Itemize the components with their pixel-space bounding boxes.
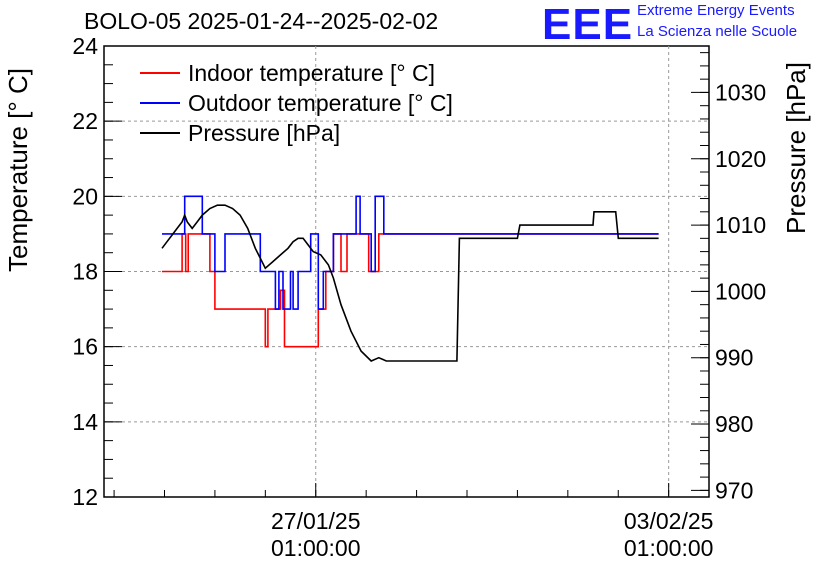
y-tick-label: 22: [72, 108, 98, 134]
x-tick-label-date: 27/01/25: [271, 508, 361, 534]
legend-label-1: Indoor temperature [° C]: [188, 60, 435, 86]
legend-label-2: Outdoor temperature [° C]: [188, 90, 453, 116]
x-tick-label-time: 01:00:00: [624, 535, 714, 561]
y2-tick-label: 1030: [715, 79, 766, 105]
legend-label-3: Pressure [hPa]: [188, 120, 340, 146]
y-axis-label: Temperature [° C]: [3, 68, 33, 272]
tick-labels: 12 14 16 18 20 22 24 970 980 990 1000 1010 1020 1030 2…: [72, 33, 766, 561]
y2-tick-label: 980: [715, 411, 753, 437]
y-tick-label: 18: [72, 259, 98, 285]
logo-subtitle-line1: Extreme Energy Events: [637, 2, 795, 19]
logo-subtitle-line2: La Scienza nelle Scuole: [637, 23, 798, 40]
y-tick-label: 12: [72, 484, 98, 510]
series-lines: [161, 195, 659, 362]
series-line-3: [161, 204, 659, 362]
chart-title: BOLO-05 2025-01-24--2025-02-02: [84, 8, 439, 34]
x-tick-label-date: 03/02/25: [624, 508, 714, 534]
y2-tick-label: 970: [715, 477, 753, 503]
y-tick-label: 16: [72, 334, 98, 360]
y-tick-label: 14: [72, 409, 98, 435]
x-tick-label-time: 01:00:00: [271, 535, 361, 561]
y2-tick-label: 1010: [715, 212, 766, 238]
eee-logo: EEE: [542, 0, 634, 49]
series-line-2: [162, 195, 659, 310]
y-tick-label: 20: [72, 183, 98, 209]
axis-ticks: [104, 45, 709, 498]
series-line-1: [162, 233, 659, 348]
legend: Indoor temperature [° C] Outdoor temperat…: [140, 60, 453, 146]
y2-axis-label: Pressure [hPa]: [781, 62, 811, 234]
y2-tick-label: 1020: [715, 146, 766, 172]
grid-lines: [104, 46, 709, 497]
y2-tick-label: 1000: [715, 278, 766, 304]
y2-tick-label: 990: [715, 345, 753, 371]
y-tick-label: 24: [72, 33, 98, 59]
